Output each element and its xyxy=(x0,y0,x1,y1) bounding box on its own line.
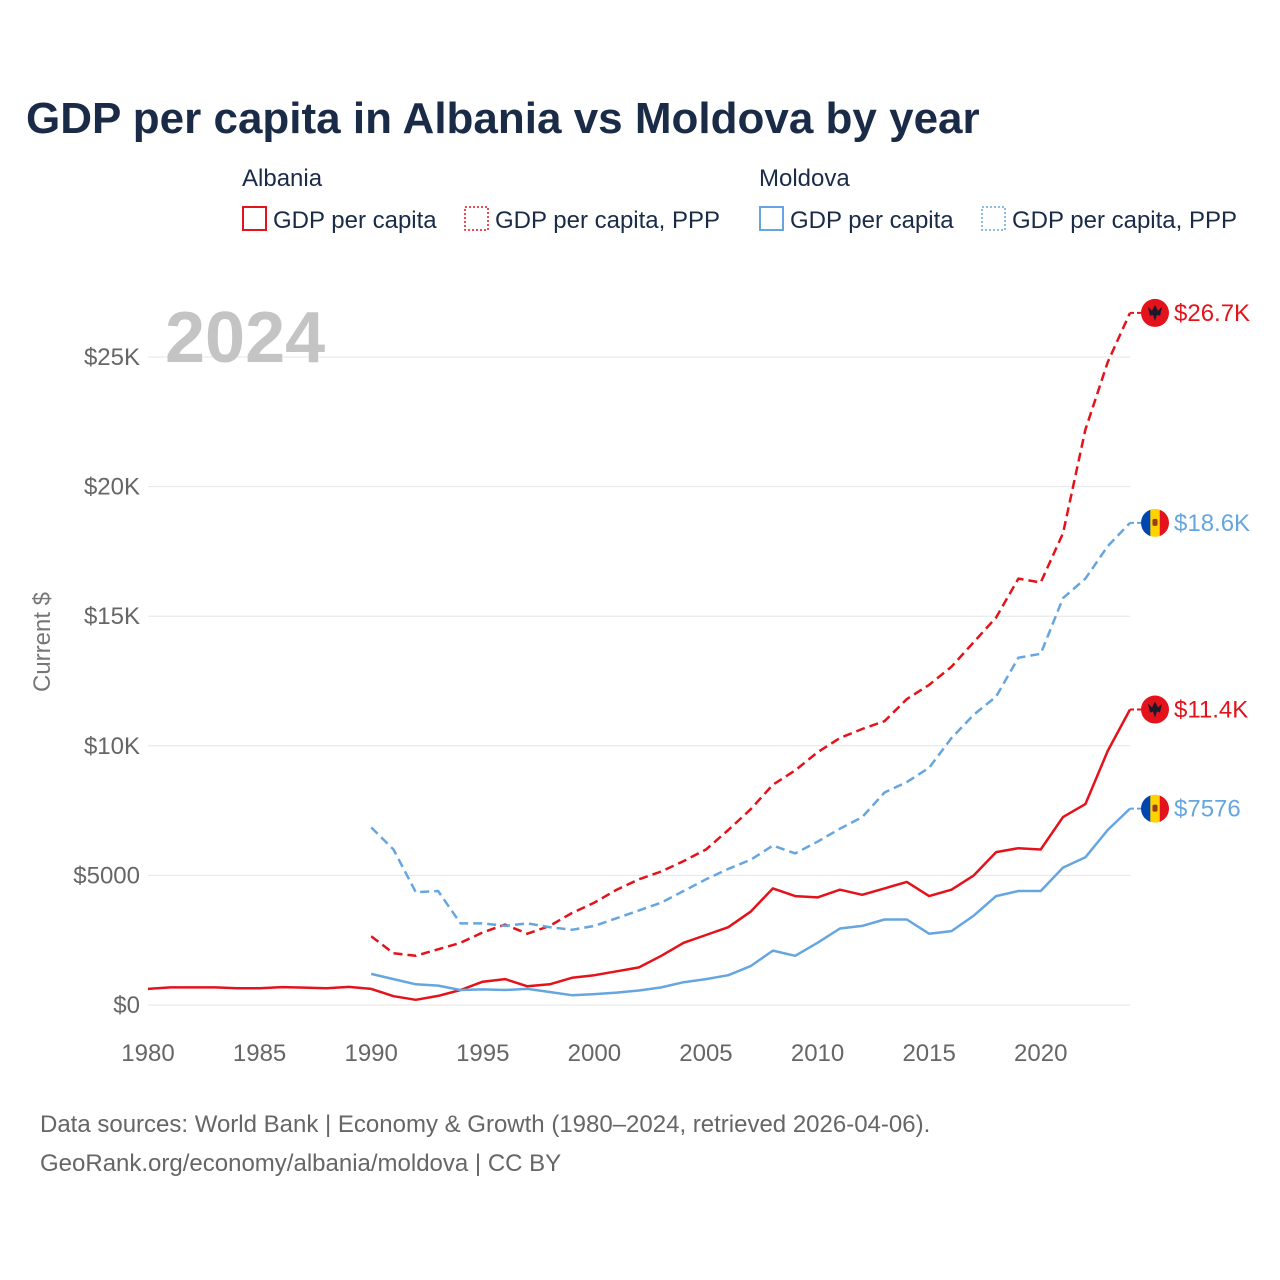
series-line-moldova_ppp[interactable] xyxy=(370,522,1131,932)
legend-group-moldova: Moldova xyxy=(759,165,850,192)
x-tick-label: 1985 xyxy=(233,1040,286,1067)
end-value-label-albania_gdp: $11.4K xyxy=(1174,697,1248,724)
legend-swatch-albania-gdp xyxy=(242,206,267,231)
legend-swatch-moldova-ppp xyxy=(981,206,1006,231)
chart-title: GDP per capita in Albania vs Moldova by … xyxy=(26,94,980,143)
y-tick-label: $5000 xyxy=(73,862,140,889)
x-tick-label: 2000 xyxy=(568,1040,621,1067)
x-tick-label: 2010 xyxy=(791,1040,844,1067)
end-value-label-moldova_gdp: $7576 xyxy=(1174,796,1241,823)
legend-swatch-moldova-gdp xyxy=(759,206,784,231)
x-tick-label: 2005 xyxy=(679,1040,732,1067)
x-tick-label: 2015 xyxy=(902,1040,955,1067)
y-tick-label: $20K xyxy=(84,474,140,501)
legend: Albania GDP per capita GDP per capita, P… xyxy=(242,165,1237,234)
series-line-albania_gdp[interactable] xyxy=(147,708,1132,1002)
moldova-flag-icon xyxy=(1141,794,1169,823)
y-tick-label: $25K xyxy=(84,344,140,371)
x-tick-label: 1980 xyxy=(121,1040,174,1067)
y-tick-label: $10K xyxy=(84,733,140,760)
end-value-label-moldova_ppp: $18.6K xyxy=(1174,510,1250,537)
source-line-2[interactable]: GeoRank.org/economy/albania/moldova | CC… xyxy=(40,1150,561,1177)
y-tick-label: $0 xyxy=(113,992,140,1019)
y-axis-title: Current $ xyxy=(29,592,56,692)
legend-label-albania-ppp[interactable]: GDP per capita, PPP xyxy=(495,207,720,234)
legend-label-moldova-gdp[interactable]: GDP per capita xyxy=(790,207,954,234)
end-value-label-albania_ppp: $26.7K xyxy=(1174,300,1250,327)
y-tick-label: $15K xyxy=(84,603,140,630)
moldova-flag-icon xyxy=(1141,508,1169,537)
series-lines xyxy=(147,312,1132,1002)
gridlines xyxy=(148,356,1130,1006)
x-tick-label: 1995 xyxy=(456,1040,509,1067)
legend-group-albania: Albania xyxy=(242,165,323,192)
x-axis-ticks: 1980 1985 1990 1995 2000 2005 2010 2015 2020 xyxy=(121,1040,1067,1067)
series-line-albania_ppp[interactable] xyxy=(370,312,1132,958)
albania-flag-icon xyxy=(1141,298,1169,327)
end-labels: $26.7K $18.6K $11.4K $7576 xyxy=(1130,298,1250,823)
legend-label-moldova-ppp[interactable]: GDP per capita, PPP xyxy=(1012,207,1237,234)
source-line-1: Data sources: World Bank | Economy & Gro… xyxy=(40,1111,930,1138)
legend-label-albania-gdp[interactable]: GDP per capita xyxy=(273,207,437,234)
year-watermark: 2024 xyxy=(165,298,325,378)
series-line-moldova_gdp[interactable] xyxy=(370,807,1131,997)
albania-flag-icon xyxy=(1141,695,1169,724)
x-tick-label: 2020 xyxy=(1014,1040,1067,1067)
x-tick-label: 1990 xyxy=(344,1040,397,1067)
y-axis-ticks: $0 $5000 $10K $15K $20K $25K xyxy=(73,344,140,1019)
legend-swatch-albania-ppp xyxy=(464,206,489,231)
